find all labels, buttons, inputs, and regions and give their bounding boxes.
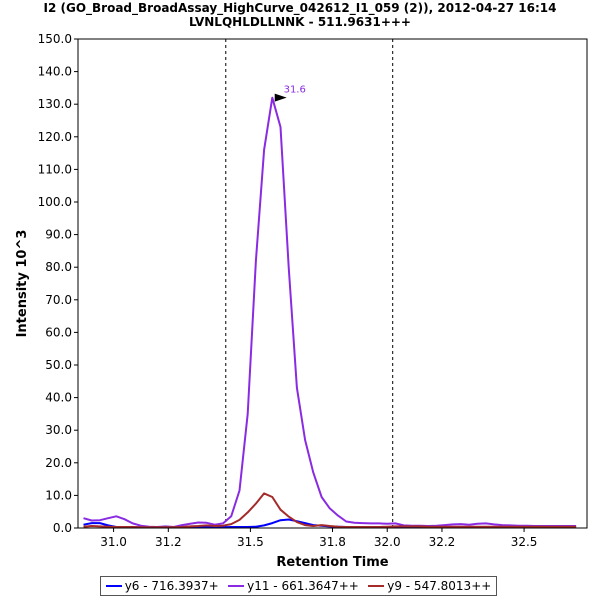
y-tick-label: 30.0 [45,423,72,437]
peak-arrow-icon [274,93,287,102]
plot-frame [77,38,588,529]
legend-item: y11 - 661.3647++ [228,579,359,593]
legend-label: y11 - 661.3647++ [247,579,359,593]
x-tick-label: 31.0 [100,535,127,549]
peak-label: 31.6 [284,85,306,96]
y-tick-label: 50.0 [45,358,72,372]
legend-item: y9 - 547.8013++ [368,579,491,593]
y-tick-label: 100.0 [38,195,72,209]
legend-item: y6 - 716.3937+ [105,579,219,593]
y-tick-label: 20.0 [45,456,72,470]
legend: y6 - 716.3937+ y11 - 661.3647++ y9 - 547.8… [100,576,497,596]
x-tick-label: 32.0 [374,535,401,549]
x-tick-label: 31.8 [319,535,346,549]
chart-title: I2 (GO_Broad_BroadAssay_HighCurve_042612… [43,1,557,15]
legend-swatch [228,585,245,587]
y-axis-label: Intensity 10^3 [15,230,30,338]
y-tick-label: 70.0 [45,293,72,307]
y-tick-label: 10.0 [45,488,72,502]
x-tick-label: 31.5 [237,535,264,549]
legend-label: y6 - 716.3937+ [124,579,219,593]
y-tick-label: 110.0 [38,162,72,176]
y-tick-label: 60.0 [45,325,72,339]
legend-swatch [105,585,122,587]
y-tick-label: 120.0 [38,130,72,144]
y-tick-label: 140.0 [38,65,72,79]
x-tick-label: 31.2 [155,535,182,549]
series-line-2 [83,96,577,528]
x-tick-label: 32.5 [511,535,538,549]
series-line-3 [83,492,577,529]
x-tick-label: 32.2 [429,535,456,549]
y-tick-label: 90.0 [45,228,72,242]
y-tick-label: 130.0 [38,97,72,111]
legend-label: y9 - 547.8013++ [387,579,492,593]
y-tick-label: 80.0 [45,260,72,274]
y-tick-label: 150.0 [38,32,72,46]
chromatogram-chart: 31.6 0.0 10.0 20.0 30.0 40.0 50.0 60.0 70.0 80.0… [15,32,588,570]
legend-swatch [368,585,385,587]
y-tick-label: 0.0 [53,521,72,535]
chart-subtitle: LVNLQHLDLLNNK - 511.9631+++ [188,15,411,29]
x-axis-label: Retention Time [276,555,388,570]
y-tick-label: 40.0 [45,391,72,405]
